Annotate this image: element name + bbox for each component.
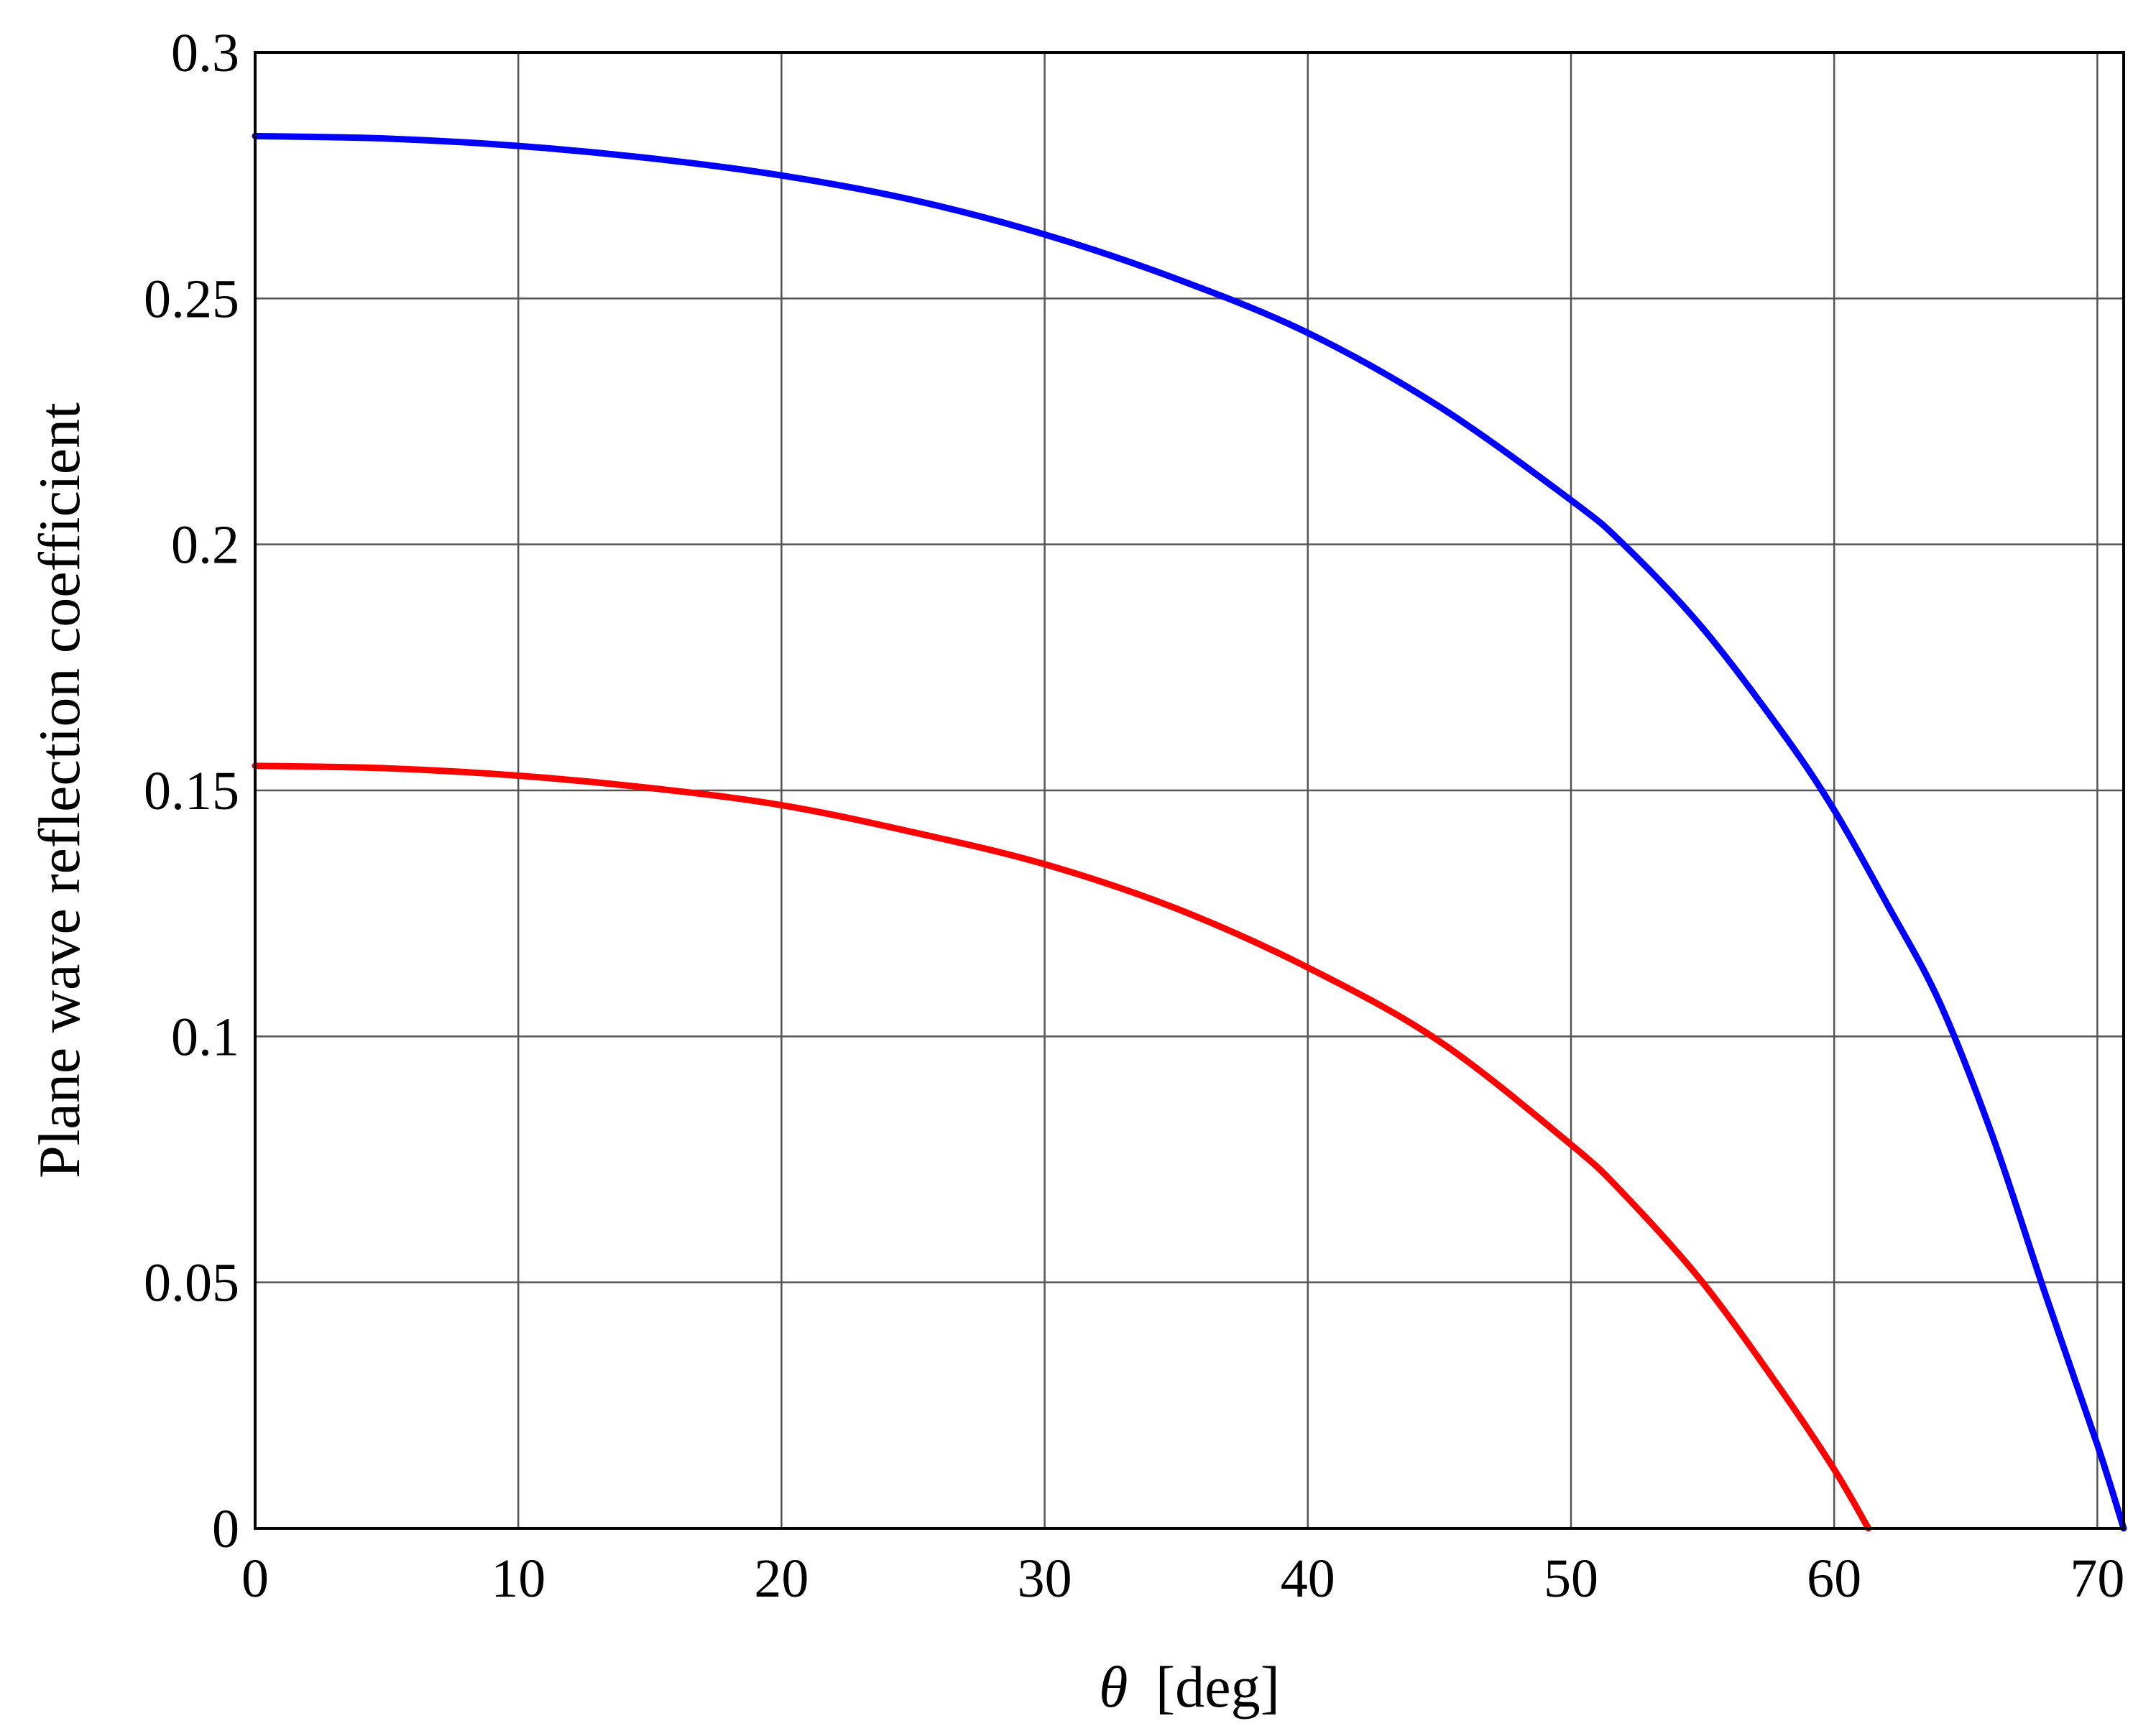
x-axis-symbol: θ [1099, 1654, 1128, 1720]
x-tick-label: 30 [1018, 1548, 1072, 1609]
x-axis-label: θ [deg] [1099, 1654, 1280, 1720]
grid [255, 52, 2124, 1528]
series-group [252, 132, 2127, 1532]
y-tick-label: 0.05 [144, 1253, 239, 1314]
x-tick-labels: 0 10 20 30 40 50 60 70 [241, 1548, 2124, 1609]
x-axis-unit: [deg] [1156, 1654, 1280, 1720]
x-tick-label: 10 [491, 1548, 545, 1609]
y-tick-label: 0.25 [144, 269, 239, 329]
series-line-1 [252, 132, 2127, 1532]
y-tick-label: 0.2 [171, 515, 239, 576]
y-tick-label: 0.1 [171, 1007, 239, 1067]
x-tick-label: 40 [1281, 1548, 1335, 1609]
y-tick-label: 0 [212, 1499, 239, 1559]
plot-frame [254, 51, 2125, 1530]
x-tick-label: 50 [1544, 1548, 1598, 1609]
x-tick-label: 70 [2070, 1548, 2124, 1609]
x-tick-label: 0 [241, 1548, 269, 1609]
y-tick-label: 0.3 [171, 23, 239, 83]
x-tick-label: 60 [1807, 1548, 1861, 1609]
y-tick-label: 0.15 [144, 761, 239, 821]
x-tick-label: 20 [754, 1548, 808, 1609]
y-tick-labels: 0 0.05 0.1 0.15 0.2 0.25 0.3 [144, 23, 239, 1559]
series-line-2 [252, 762, 1872, 1532]
y-axis-label: Plane wave reflection coefficient [27, 402, 92, 1178]
